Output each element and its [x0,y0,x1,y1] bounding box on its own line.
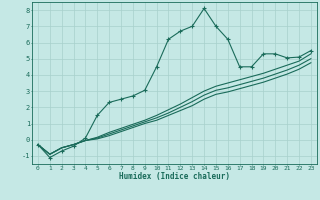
X-axis label: Humidex (Indice chaleur): Humidex (Indice chaleur) [119,172,230,181]
